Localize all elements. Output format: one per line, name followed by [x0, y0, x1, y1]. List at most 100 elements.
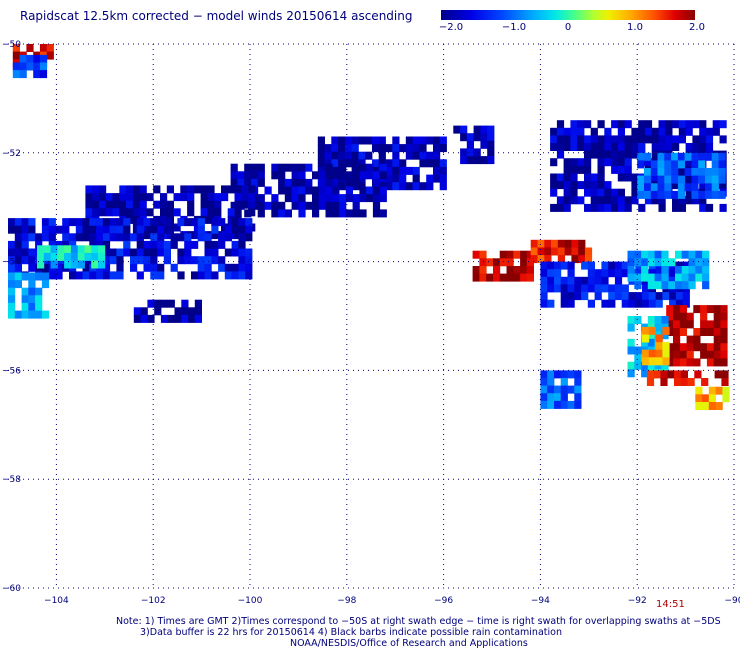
wind-difference-cell — [719, 203, 727, 212]
wind-difference-cell — [574, 378, 582, 386]
wind-difference-cell — [57, 252, 65, 261]
wind-difference-cell — [157, 225, 165, 234]
wind-difference-cell — [157, 248, 165, 257]
wind-difference-cell — [628, 299, 636, 308]
wind-difference-cell — [706, 328, 715, 336]
wind-difference-cell — [237, 178, 245, 187]
wind-difference-cell — [563, 135, 571, 144]
wind-difference-cell — [691, 183, 699, 192]
wind-difference-cell — [664, 168, 672, 176]
wind-difference-cell — [166, 208, 174, 217]
wind-difference-cell — [674, 370, 682, 379]
wind-difference-cell — [271, 171, 279, 180]
wind-difference-cell — [675, 299, 684, 308]
wind-difference-cell — [644, 168, 652, 176]
wind-difference-cell — [669, 299, 677, 308]
wind-difference-cell — [230, 178, 238, 187]
wind-difference-cell — [218, 218, 226, 227]
wind-difference-cell — [711, 160, 719, 169]
wind-difference-cell — [675, 292, 684, 301]
wind-difference-cell — [624, 120, 632, 129]
wind-difference-cell — [338, 151, 346, 160]
wind-difference-cell — [631, 188, 639, 197]
wind-difference-cell — [657, 183, 665, 192]
wind-difference-cell — [637, 152, 645, 161]
wind-difference-cell — [8, 287, 16, 296]
wind-difference-cell — [479, 266, 487, 274]
wind-difference-cell — [547, 393, 555, 402]
wind-difference-cell — [624, 173, 632, 182]
wind-difference-cell — [163, 248, 171, 257]
wind-difference-cell — [257, 178, 265, 187]
wind-difference-cell — [466, 156, 474, 165]
wind-difference-cell — [191, 271, 199, 280]
wind-difference-cell — [634, 281, 642, 290]
wind-difference-cell — [366, 194, 374, 203]
wind-difference-cell — [648, 357, 656, 366]
wind-difference-cell — [506, 250, 514, 259]
wind-difference-cell — [412, 136, 420, 145]
wind-difference-cell — [227, 185, 235, 194]
wind-difference-cell — [642, 326, 650, 335]
wind-difference-cell — [419, 144, 427, 153]
wind-difference-cell — [720, 312, 728, 321]
wind-difference-cell — [584, 143, 592, 151]
wind-difference-cell — [688, 266, 696, 274]
wind-difference-cell — [166, 185, 174, 194]
wind-difference-cell — [668, 258, 676, 267]
wind-difference-cell — [207, 185, 215, 194]
wind-difference-cell — [284, 194, 292, 203]
wind-difference-cell — [298, 171, 306, 180]
wind-difference-cell — [136, 271, 144, 280]
wind-difference-cell — [339, 209, 347, 218]
wind-difference-cell — [644, 190, 652, 199]
wind-difference-cell — [84, 252, 92, 261]
wind-difference-cell — [324, 151, 332, 160]
wind-difference-cell — [584, 173, 592, 182]
wind-difference-cell — [563, 196, 571, 205]
wind-difference-cell — [634, 361, 642, 370]
wind-difference-cell — [317, 151, 325, 160]
wind-difference-cell — [50, 245, 58, 254]
lon-tick-label: −92 — [628, 596, 647, 606]
wind-difference-cell — [372, 159, 380, 168]
wind-difference-cell — [688, 273, 696, 282]
wind-difference-cell — [486, 258, 494, 267]
wind-difference-cell — [26, 54, 34, 63]
wind-difference-cell — [130, 248, 138, 257]
wind-difference-cell — [324, 144, 332, 153]
wind-difference-cell — [194, 307, 202, 316]
wind-difference-cell — [160, 208, 168, 217]
wind-difference-cell — [352, 163, 360, 172]
wind-difference-cell — [14, 263, 22, 272]
wind-difference-cell — [577, 127, 585, 136]
wind-difference-cell — [12, 51, 20, 60]
wind-difference-cell — [366, 186, 374, 195]
wind-difference-cell — [46, 44, 54, 52]
wind-difference-cell — [123, 225, 131, 234]
wind-difference-cell — [554, 269, 562, 278]
wind-difference-cell — [8, 218, 16, 227]
wind-difference-cell — [271, 163, 279, 172]
wind-difference-cell — [547, 261, 555, 270]
wind-difference-cell — [678, 127, 686, 136]
wind-difference-cell — [641, 258, 649, 267]
wind-difference-cell — [332, 171, 340, 180]
wind-difference-cell — [708, 386, 716, 395]
wind-difference-cell — [624, 143, 632, 151]
wind-difference-cell — [163, 225, 171, 234]
wind-difference-cell — [655, 299, 663, 308]
wind-difference-cell — [344, 151, 353, 160]
wind-difference-cell — [119, 185, 127, 194]
wind-difference-cell — [180, 193, 188, 202]
wind-difference-cell — [92, 208, 100, 217]
wind-difference-cell — [658, 135, 666, 144]
wind-difference-cell — [627, 258, 635, 267]
wind-difference-cell — [372, 186, 381, 195]
wind-difference-cell — [537, 247, 545, 256]
wind-difference-cell — [200, 208, 208, 217]
wind-difference-cell — [197, 218, 205, 227]
wind-difference-cell — [695, 266, 703, 274]
wind-difference-cell — [75, 233, 83, 242]
wind-difference-cell — [305, 178, 313, 187]
